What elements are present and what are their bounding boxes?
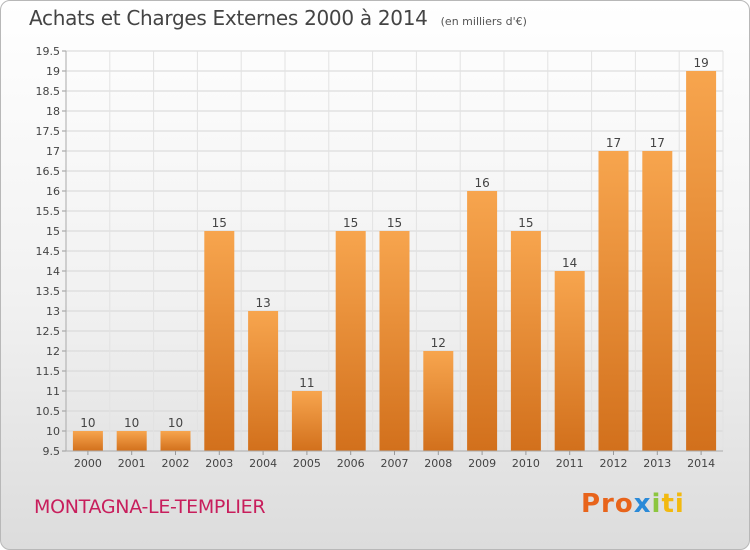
x-tick-label-2008: 2008 [424,457,452,470]
x-tick-label-2012: 2012 [600,457,628,470]
y-tick-label: 19.5 [36,45,61,58]
y-tick-label: 19 [46,65,60,78]
value-label-2007: 15 [387,216,402,230]
value-label-2002: 10 [168,416,183,430]
y-tick-label: 16 [46,185,60,198]
x-tick-label-2014: 2014 [687,457,715,470]
y-tick-label: 11 [46,385,60,398]
y-tick-label: 12.5 [36,325,61,338]
y-tick-label: 10 [46,425,60,438]
x-tick-label-2004: 2004 [249,457,277,470]
bar-2010 [510,231,541,451]
value-label-2008: 12 [431,336,446,350]
x-tick-label-2007: 2007 [381,457,409,470]
chart-title: Achats et Charges Externes 2000 à 2014 [29,6,428,30]
bar-2009 [467,191,498,451]
logo-part-2: x [633,489,652,519]
logo-part-4: ti [661,489,685,519]
y-tick-label: 17 [46,145,60,158]
bar-2005 [291,391,322,451]
title-row: Achats et Charges Externes 2000 à 2014 (… [29,6,527,30]
value-label-2000: 10 [80,416,95,430]
value-label-2003: 15 [212,216,227,230]
value-label-2010: 15 [518,216,533,230]
value-label-2006: 15 [343,216,358,230]
value-label-2004: 13 [255,296,270,310]
x-tick-label-2009: 2009 [468,457,496,470]
bar-2002 [160,431,191,451]
y-tick-label: 15 [46,225,60,238]
x-tick-label-2001: 2001 [118,457,146,470]
x-tick-label-2013: 2013 [643,457,671,470]
bar-2004 [248,311,279,451]
bar-2007 [379,231,410,451]
y-tick-label: 16.5 [36,165,61,178]
y-tick-label: 18.5 [36,85,61,98]
bar-2014 [686,71,717,451]
axes: 9.5 10 10.5 11 11.5 12 12.5 13 13.5 14 14.5 15 15.5 1… [36,45,723,470]
x-tick-label-2002: 2002 [162,457,190,470]
y-tick-label: 11.5 [36,365,61,378]
x-tick-label-2003: 2003 [205,457,233,470]
proxiti-logo: Proxiti [581,489,685,519]
x-tick-label-2011: 2011 [556,457,584,470]
value-label-2009: 16 [474,176,489,190]
value-label-2011: 14 [562,256,577,270]
x-tick-label-2000: 2000 [74,457,102,470]
y-tick-label: 15.5 [36,205,61,218]
y-tick-label: 13 [46,305,60,318]
bar-2000 [72,431,103,451]
bar-2003 [204,231,235,451]
y-tick-label: 14.5 [36,245,61,258]
commune-name: MONTAGNA-LE-TEMPLIER [34,496,266,518]
y-tick-label: 12 [46,345,60,358]
logo-part-3: i [651,489,662,519]
y-tick-label: 13.5 [36,285,61,298]
logo-part-1: Pro [581,489,634,519]
y-tick-label: 10.5 [36,405,61,418]
value-label-2014: 19 [693,56,708,70]
value-label-2005: 11 [299,376,314,390]
bar-2011 [554,271,585,451]
bar-2006 [335,231,366,451]
value-label-2001: 10 [124,416,139,430]
y-tick-label: 18 [46,105,60,118]
x-tick-label-2006: 2006 [337,457,365,470]
x-tick-label-2005: 2005 [293,457,321,470]
y-tick-label: 17.5 [36,125,61,138]
chart-subtitle: (en milliers d'€) [440,15,527,28]
bars: 10 10 10 15 13 11 15 15 12 16 15 14 17 17 19 [72,56,717,451]
y-tick-label: 14 [46,265,60,278]
x-tick-label-2010: 2010 [512,457,540,470]
bar-2012 [598,151,629,451]
bar-2008 [423,351,454,451]
y-tick-label: 9.5 [43,445,61,458]
bar-2001 [116,431,147,451]
value-label-2012: 17 [606,136,621,150]
bar-2013 [642,151,673,451]
value-label-2013: 17 [650,136,665,150]
